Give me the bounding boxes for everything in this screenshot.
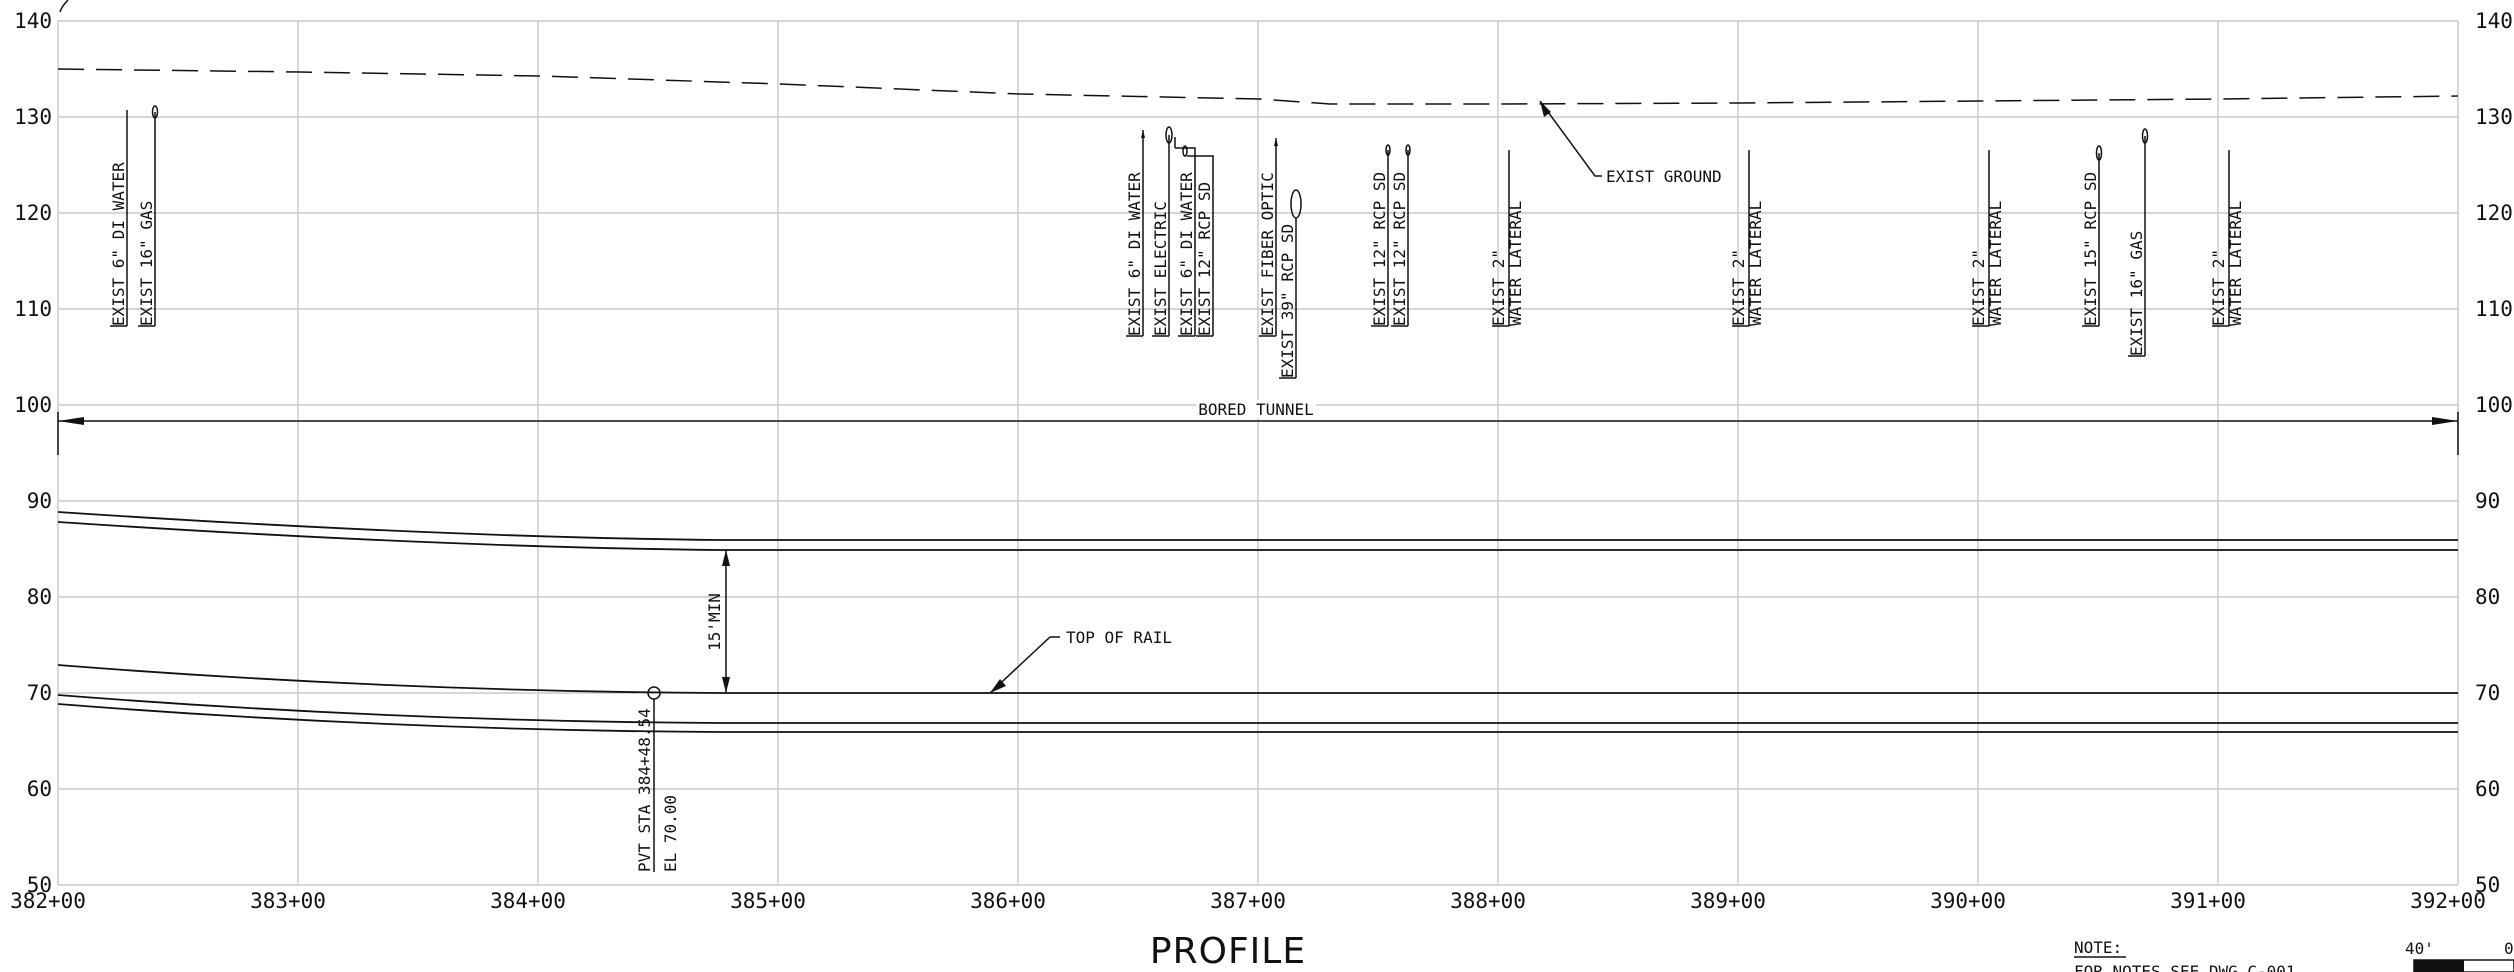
elevation-label: 120: [2475, 201, 2513, 225]
scale-label-left: 40': [2405, 939, 2434, 958]
top-of-rail-line: [57, 664, 2458, 694]
station-label: 386+00: [970, 889, 1046, 913]
tunnel-crown-line-2: [57, 521, 2458, 551]
utility-label: EXIST 6" DI WATER: [1125, 172, 1144, 336]
utility-label: EXIST 6" DI WATER: [109, 162, 128, 326]
pvt-elevation-label: EL 70.00: [661, 795, 680, 872]
utility-label: EXIST ELECTRIC: [1151, 201, 1170, 336]
utility-label: EXIST 6" DI WATER: [1177, 172, 1196, 336]
elevation-label: 130: [14, 105, 52, 129]
bored-tunnel-dimension: BORED TUNNEL: [57, 400, 2459, 455]
elevation-labels-right: 140 130 120 110 100 90 80 70 60 50: [2475, 9, 2513, 897]
elevation-label: 80: [27, 585, 52, 609]
elevation-label: 70: [27, 681, 52, 705]
station-label: 384+00: [490, 889, 566, 913]
utility-label: EXIST 2": [1489, 249, 1508, 326]
elevation-label: 80: [2475, 585, 2500, 609]
tunnel-crown-line-1: [57, 511, 2458, 541]
utility-label: EXIST 16" GAS: [137, 201, 156, 326]
elevation-label: 100: [2475, 393, 2513, 417]
pvt-station-label: PVT STA 384+48.54: [635, 708, 654, 872]
utility-label: EXIST 12" RCP SD: [1370, 172, 1389, 326]
station-label: 382+00: [10, 889, 86, 913]
utility-label: WATER LATERAL: [1986, 201, 2005, 326]
utility-label: EXIST 2": [2209, 249, 2228, 326]
elevation-label: 140: [14, 9, 52, 33]
elevation-label: 90: [27, 489, 52, 513]
scale-label-right: 0: [2504, 939, 2514, 958]
elevation-label: 70: [2475, 681, 2500, 705]
station-label: 389+00: [1690, 889, 1766, 913]
station-label: 391+00: [2170, 889, 2246, 913]
utility-label: EXIST 2": [1729, 249, 1748, 326]
note-text: FOR NOTES SEE DWG C-001: [2074, 962, 2296, 972]
elevation-label: 60: [2475, 777, 2500, 801]
station-label: 385+00: [730, 889, 806, 913]
corner-fragment: [59, 0, 69, 13]
bored-tunnel-label: BORED TUNNEL: [1198, 400, 1314, 419]
utility-label: WATER LATERAL: [1746, 201, 1765, 326]
elevation-label: 90: [2475, 489, 2500, 513]
utility-label: EXIST 12" RCP SD: [1390, 172, 1409, 326]
utility-label: EXIST 15" RCP SD: [2081, 172, 2100, 326]
note-heading: NOTE:: [2074, 938, 2122, 957]
exist-ground-label: EXIST GROUND: [1606, 167, 1722, 186]
utility-crossings: EXIST 6" DI WATER EXIST 16" GAS EXIST 6"…: [109, 105, 2245, 379]
utility-label: WATER LATERAL: [1506, 201, 1525, 326]
station-label: 390+00: [1930, 889, 2006, 913]
clearance-label: 15'MIN: [705, 593, 724, 651]
elevation-label: 110: [14, 297, 52, 321]
graphic-scale: 40' 0: [2405, 939, 2514, 972]
elevation-label: 60: [27, 777, 52, 801]
elevation-labels-left: 140 130 120 110 100 90 80 70 60 50: [14, 9, 52, 897]
station-labels: 382+00 383+00 384+00 385+00 386+00 387+0…: [10, 889, 2486, 913]
utility-label: WATER LATERAL: [2226, 201, 2245, 326]
utility-label: EXIST 16" GAS: [2127, 231, 2146, 356]
elevation-label: 100: [14, 393, 52, 417]
station-label: 388+00: [1450, 889, 1526, 913]
elevation-label: 50: [2475, 873, 2500, 897]
elevation-label: 140: [2475, 9, 2513, 33]
utility-label: EXIST 39" RCP SD: [1278, 224, 1297, 378]
utility-label: EXIST 12" RCP SD: [1195, 182, 1214, 336]
page-title: PROFILE: [1150, 931, 1306, 972]
station-label: 383+00: [250, 889, 326, 913]
clearance-dimension: 15'MIN: [705, 550, 730, 693]
elevation-label: 120: [14, 201, 52, 225]
elevation-label: 110: [2475, 297, 2513, 321]
profile-grid: [57, 20, 2459, 886]
pvt-marker: PVT STA 384+48.54 EL 70.00: [635, 686, 680, 872]
station-label: 387+00: [1210, 889, 1286, 913]
top-of-rail-callout: TOP OF RAIL: [989, 628, 1172, 694]
station-label: 392+00: [2410, 889, 2486, 913]
top-of-rail-label: TOP OF RAIL: [1066, 628, 1172, 647]
utility-label: EXIST FIBER OPTIC: [1258, 172, 1277, 336]
elevation-label: 50: [27, 873, 52, 897]
exist-ground-callout: EXIST GROUND: [1539, 100, 1722, 186]
exist-ground-line: [57, 68, 2459, 105]
utility-label: EXIST 2": [1969, 249, 1988, 326]
elevation-label: 130: [2475, 105, 2513, 129]
note-block: NOTE: FOR NOTES SEE DWG C-001: [2074, 938, 2296, 972]
